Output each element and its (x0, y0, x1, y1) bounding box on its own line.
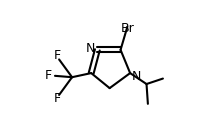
Text: F: F (54, 49, 61, 62)
Text: Br: Br (121, 22, 134, 35)
Text: N: N (86, 42, 95, 55)
Text: F: F (44, 69, 52, 82)
Text: N: N (132, 70, 142, 83)
Text: F: F (54, 92, 61, 105)
